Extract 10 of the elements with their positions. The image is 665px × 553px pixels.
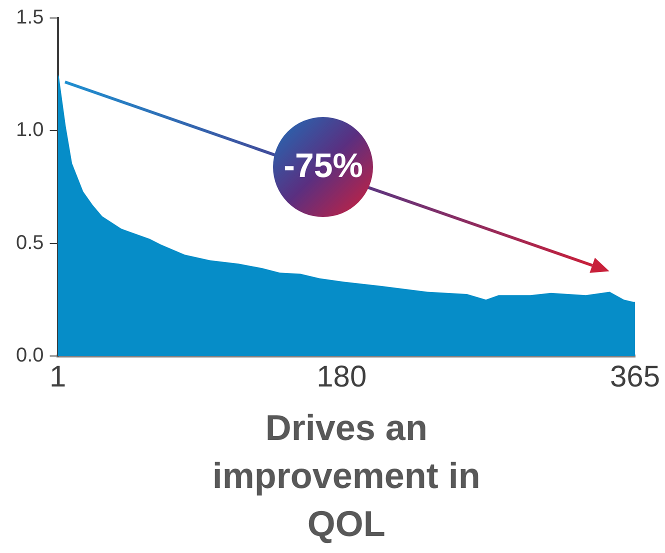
x-tick-label: 1 (49, 360, 66, 394)
x-tick-label: 365 (610, 360, 660, 394)
x-tick-label: 180 (316, 360, 367, 394)
y-tick-label: 1.5 (16, 6, 44, 29)
y-tick-label: 0.0 (16, 344, 44, 367)
x-axis-title: Drives an improvement in QOL (211, 406, 482, 546)
annotation: -75% (284, 147, 363, 186)
y-tick-label: 0.5 (16, 232, 44, 254)
y-tick-label: 1.0 (16, 119, 44, 142)
circle-badge: -75% (273, 116, 374, 217)
